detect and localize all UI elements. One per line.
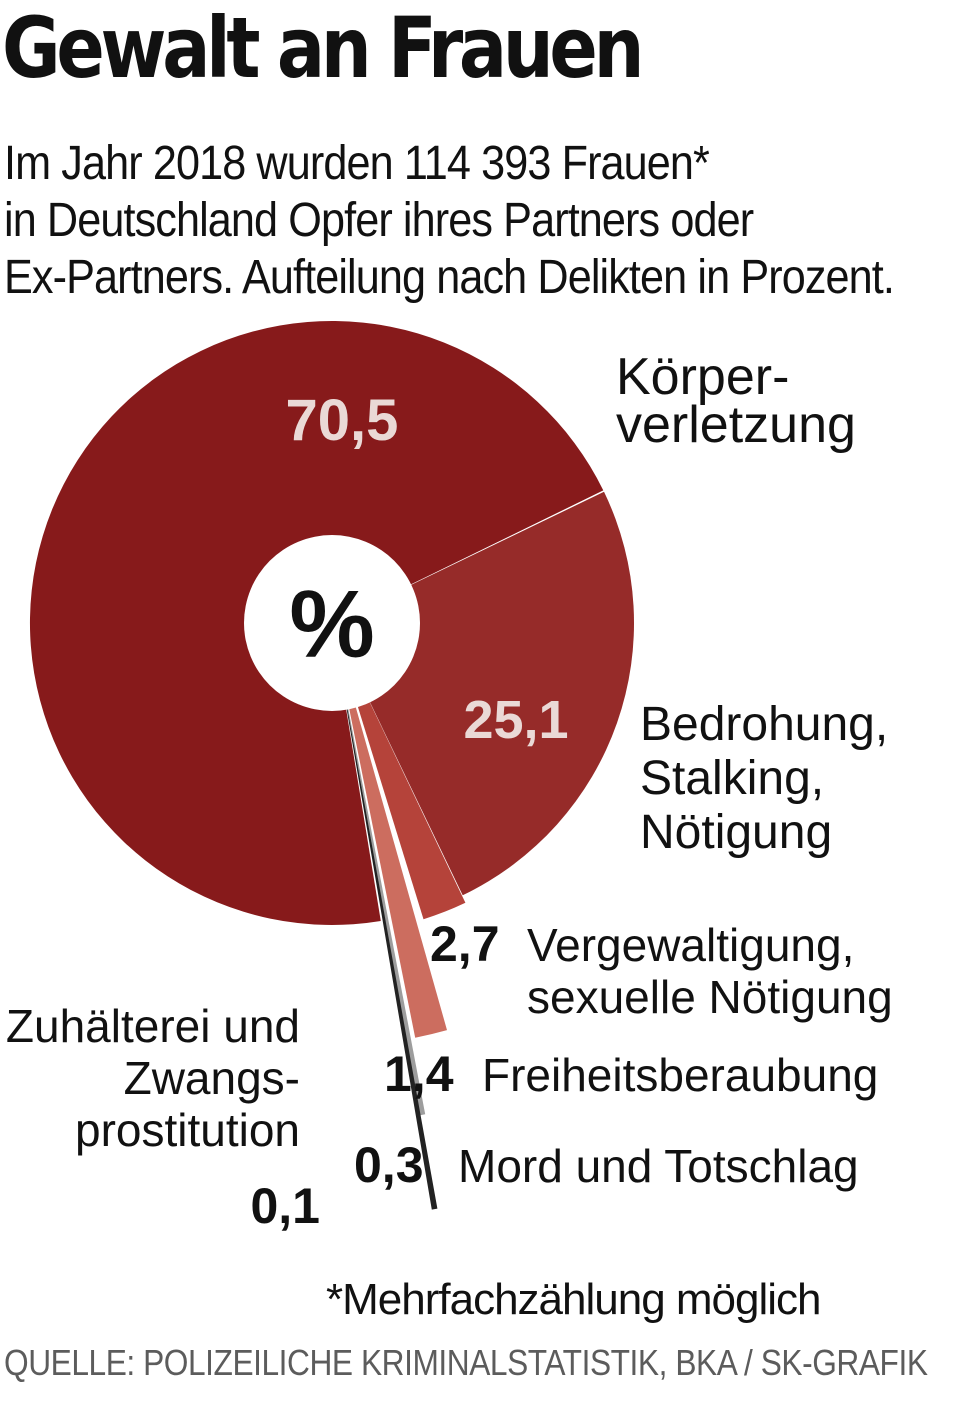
- subtitle-line-2: in Deutschland Opfer ihres Partners oder: [4, 194, 754, 247]
- slice-zuhalterei-und-zwangs-prostitution: [332, 623, 438, 1210]
- slice-mord-und-totschlag: [332, 623, 426, 1116]
- value-label-0-3: 0,3: [354, 1137, 424, 1193]
- category-label-notigung: Nötigung: [640, 806, 832, 859]
- value-label-25-1: 25,1: [463, 690, 568, 750]
- center-hole: [244, 535, 420, 711]
- slice-freiheitsberaubung: [332, 623, 447, 1038]
- category-label-stalking: Stalking,: [640, 752, 824, 805]
- category-label-verletzung: verletzung: [616, 396, 856, 454]
- category-label-freiheitsberaubung: Freiheitsberaubung: [482, 1049, 878, 1101]
- subtitle-line-3: Ex-Partners. Aufteilung nach Delikten in…: [4, 251, 895, 304]
- category-label-sexuelle-notigung: sexuelle Nötigung: [527, 971, 893, 1023]
- subtitle-line-1: Im Jahr 2018 wurden 114 393 Frauen*: [4, 137, 710, 190]
- value-label-1-4: 1,4: [384, 1046, 454, 1102]
- footnote: *Mehrfachzählung möglich: [326, 1275, 822, 1324]
- source-line: QUELLE: POLIZEILICHE KRIMINALSTATISTIK, …: [4, 1342, 928, 1383]
- category-label-bedrohung: Bedrohung,: [640, 698, 888, 751]
- slice-labels: 70,5 Körper-verletzung 25,1 Bedrohung,Stalk…: [6, 348, 893, 1234]
- category-label-zwangs: Zwangs-: [124, 1052, 300, 1104]
- category-label-prostitution: prostitution: [75, 1104, 300, 1156]
- value-label-70-5: 70,5: [286, 388, 399, 453]
- category-label-mord-und-totschlag: Mord und Totschlag: [458, 1140, 859, 1192]
- chart-title: Gewalt an Frauen: [2, 0, 644, 97]
- percent-symbol: %: [289, 571, 374, 678]
- category-label-vergewaltigung: Vergewaltigung,: [527, 919, 854, 971]
- category-label-korper: Körper-: [616, 348, 789, 406]
- category-label-zuhalterei-und: Zuhälterei und: [6, 1000, 300, 1052]
- value-label-0-1: 0,1: [250, 1178, 320, 1234]
- value-label-2-7: 2,7: [430, 916, 500, 972]
